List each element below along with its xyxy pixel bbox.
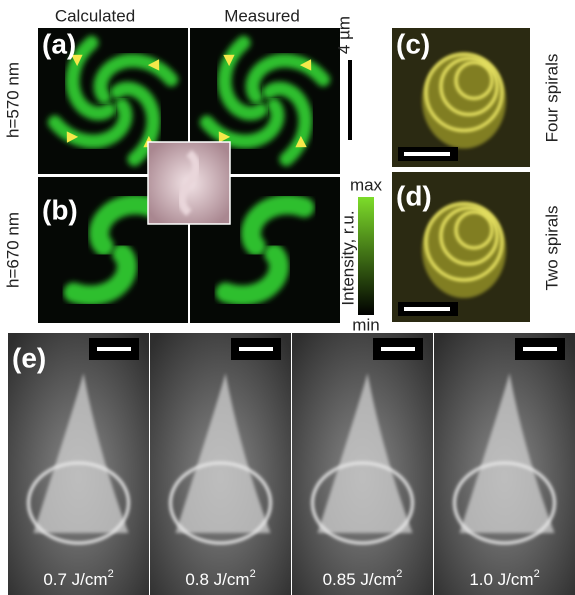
column-header: Measured bbox=[224, 6, 300, 25]
sem-row: 0.7 J/cm2 0.8 J/cm2 0.85 J/cm2 1.0 J/cm2(e) bbox=[8, 333, 575, 595]
panel-label: (e) bbox=[12, 342, 46, 373]
ring bbox=[453, 461, 556, 545]
ring bbox=[169, 461, 272, 545]
inset-spiral bbox=[178, 149, 200, 217]
fluence-unit-power: 2 bbox=[250, 568, 256, 580]
panel-label: (a) bbox=[42, 28, 76, 59]
row-label: h=670 nm bbox=[3, 212, 22, 288]
arrow bbox=[223, 54, 235, 67]
cone bbox=[317, 373, 413, 533]
fluence-unit-power: 2 bbox=[396, 568, 402, 580]
sem-insets bbox=[392, 28, 530, 322]
fluence-value: 0.85 J/cm bbox=[323, 570, 397, 589]
spiral-ring bbox=[454, 61, 494, 100]
scale-bar bbox=[523, 347, 557, 351]
colorbar-max: max bbox=[350, 175, 383, 194]
scale-bar bbox=[404, 152, 450, 156]
fluence-unit-power: 2 bbox=[108, 568, 114, 580]
fluence-label: 0.7 J/cm2 bbox=[43, 568, 113, 590]
ring bbox=[27, 461, 130, 545]
cone bbox=[175, 373, 271, 533]
colorbar-min: min bbox=[352, 315, 379, 334]
arrow bbox=[71, 54, 83, 67]
ring bbox=[311, 461, 414, 545]
fluence-value: 0.8 J/cm bbox=[185, 570, 249, 589]
fluence-label: 0.85 J/cm2 bbox=[323, 568, 403, 590]
spiral-arm bbox=[63, 243, 138, 306]
arrow bbox=[66, 131, 79, 143]
cone bbox=[33, 373, 129, 533]
scale-bar bbox=[381, 347, 415, 351]
panel-label: (d) bbox=[396, 180, 432, 211]
scale-bar bbox=[97, 347, 131, 351]
column-header: Calculated bbox=[55, 6, 135, 25]
arrow bbox=[295, 135, 307, 148]
spiral-arm bbox=[240, 194, 315, 257]
colorbar bbox=[358, 197, 374, 315]
spiral-ring bbox=[424, 202, 504, 282]
spiral-arm bbox=[215, 243, 290, 306]
fluence-value: 1.0 J/cm bbox=[469, 570, 533, 589]
scale-bar bbox=[239, 347, 273, 351]
spiral-arm bbox=[88, 194, 163, 257]
scale-label: 4 µm bbox=[334, 16, 353, 54]
arrow bbox=[299, 59, 312, 71]
arrow bbox=[218, 131, 231, 143]
spiral-ring bbox=[439, 57, 499, 116]
panel-label: (b) bbox=[42, 194, 78, 225]
colorbar-label: Intensity, r.u. bbox=[338, 210, 357, 305]
arrow bbox=[147, 59, 160, 71]
fluence-value: 0.7 J/cm bbox=[43, 570, 107, 589]
side-label: Two spirals bbox=[542, 205, 561, 290]
fluence-unit-power: 2 bbox=[534, 568, 540, 580]
spiral-ring bbox=[424, 53, 504, 132]
fluence-label: 1.0 J/cm2 bbox=[469, 568, 539, 590]
panel-label: (c) bbox=[396, 28, 430, 59]
row-label: h=570 nm bbox=[3, 62, 22, 138]
spiral-ring bbox=[454, 210, 494, 250]
spiral-ring bbox=[439, 206, 499, 266]
fluence-label: 0.8 J/cm2 bbox=[185, 568, 255, 590]
cone bbox=[459, 373, 555, 533]
side-label: Four spirals bbox=[542, 54, 561, 143]
scale-bar bbox=[404, 307, 450, 311]
intensity-maps bbox=[38, 28, 340, 323]
